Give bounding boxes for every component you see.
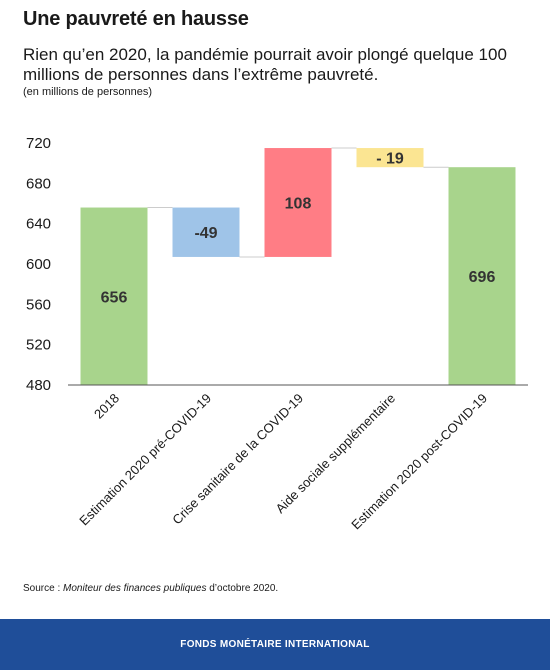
bar-increase — [264, 148, 332, 257]
y-tick-label: 600 — [26, 256, 51, 273]
bar-total — [80, 207, 148, 385]
bar-small_decrease — [356, 148, 424, 168]
category-label: 2018 — [91, 391, 122, 422]
chart-title: Une pauvreté en hausse — [23, 8, 249, 30]
y-tick-label: 720 — [26, 135, 51, 152]
bar-decrease — [172, 207, 240, 257]
source-suffix: d’octobre 2020. — [206, 583, 279, 594]
value-label: 656 — [101, 289, 128, 306]
bar-total — [448, 167, 516, 385]
value-label: 108 — [285, 195, 312, 212]
source-note: Source : Moniteur des finances publiques… — [23, 583, 278, 594]
value-label: - 19 — [376, 151, 404, 168]
source-publication: Moniteur des finances publiques — [63, 583, 207, 594]
footer-banner: FONDS MONÉTAIRE INTERNATIONAL — [0, 619, 550, 670]
y-tick-label: 560 — [26, 296, 51, 313]
y-tick-label: 640 — [26, 216, 51, 233]
y-tick-label: 480 — [26, 377, 51, 394]
y-tick-label: 680 — [26, 175, 51, 192]
footer-brand: FONDS MONÉTAIRE INTERNATIONAL — [180, 639, 370, 650]
y-tick-label: 520 — [26, 337, 51, 354]
value-label: 696 — [469, 269, 496, 286]
source-prefix: Source : — [23, 583, 64, 594]
unit-note: (en millions de personnes) — [23, 86, 153, 98]
chart-subtitle: Rien qu’en 2020, la pandémie pourrait av… — [23, 45, 507, 84]
value-label: -49 — [194, 225, 217, 242]
waterfall-chart: 480 520 560 600 640 680 720 656 -49 108 - 19 696 201… — [26, 135, 528, 532]
